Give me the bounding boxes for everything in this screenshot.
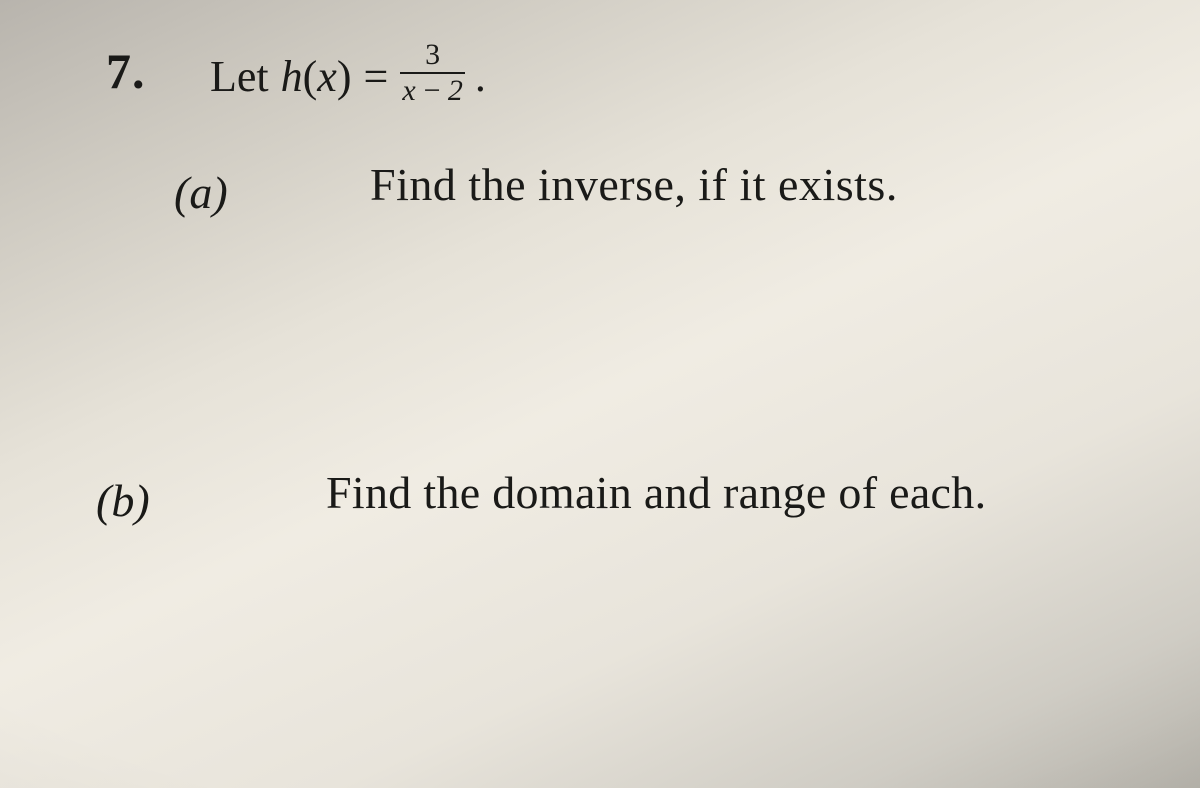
- part-b-label: (b): [96, 474, 150, 527]
- part-a-text: Find the inverse, if it exists.: [370, 158, 898, 211]
- equals-sign: =: [363, 51, 388, 102]
- part-b-text: Find the domain and range of each.: [326, 466, 986, 519]
- problem-number: 7.: [106, 42, 146, 100]
- part-a-label: (a): [174, 166, 228, 219]
- func-close-paren: ): [337, 52, 352, 101]
- fraction: 3 x − 2: [400, 40, 465, 106]
- stem-let: Let: [210, 51, 269, 102]
- func-h: h: [281, 52, 303, 101]
- func-var: x: [317, 52, 337, 101]
- fraction-numerator: 3: [423, 40, 442, 72]
- photo-vignette: [0, 0, 1200, 788]
- problem-stem: Let h(x) = 3 x − 2 .: [210, 46, 486, 106]
- func-open-paren: (: [303, 52, 318, 101]
- stem-period: .: [475, 51, 486, 102]
- fraction-denominator: x − 2: [400, 74, 465, 106]
- page: 7. Let h(x) = 3 x − 2 . (a) Find the inv…: [0, 0, 1200, 788]
- function-lhs: h(x): [281, 51, 352, 102]
